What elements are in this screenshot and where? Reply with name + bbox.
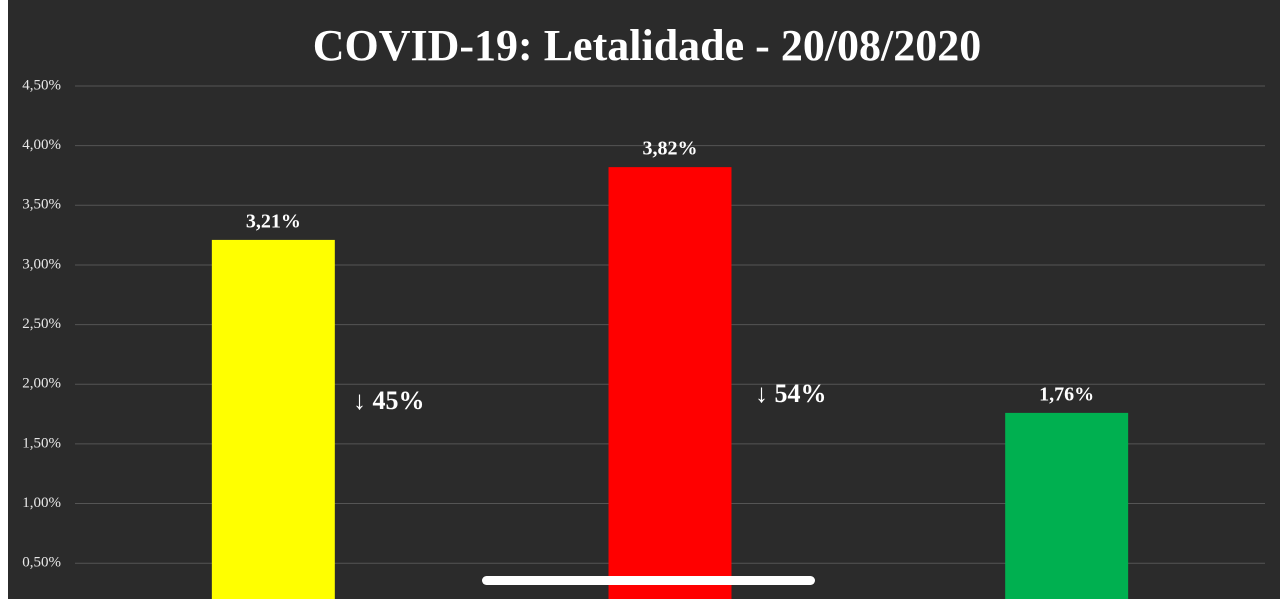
value-label: 1,76% bbox=[1039, 383, 1094, 405]
home-indicator bbox=[482, 576, 815, 585]
y-tick-label: 1,00% bbox=[22, 495, 61, 511]
annotation: ↓ 45% bbox=[353, 386, 425, 415]
y-tick-label: 1,50% bbox=[22, 435, 61, 451]
chart-title: COVID-19: Letalidade - 20/08/2020 bbox=[313, 21, 982, 70]
annotation: ↓ 54% bbox=[755, 379, 827, 408]
value-label: 3,21% bbox=[246, 210, 301, 232]
y-tick-label: 2,00% bbox=[22, 376, 61, 392]
y-tick-label: 3,50% bbox=[22, 197, 61, 213]
bar bbox=[211, 239, 335, 599]
bar bbox=[1005, 412, 1129, 599]
y-tick-label: 2,50% bbox=[22, 316, 61, 332]
y-tick-label: 4,50% bbox=[22, 77, 61, 93]
y-tick-label: 0,50% bbox=[22, 555, 61, 571]
value-label: 3,82% bbox=[643, 138, 698, 160]
y-tick-label: 4,00% bbox=[22, 137, 61, 153]
y-tick-label: 3,00% bbox=[22, 256, 61, 272]
bar bbox=[608, 167, 732, 599]
